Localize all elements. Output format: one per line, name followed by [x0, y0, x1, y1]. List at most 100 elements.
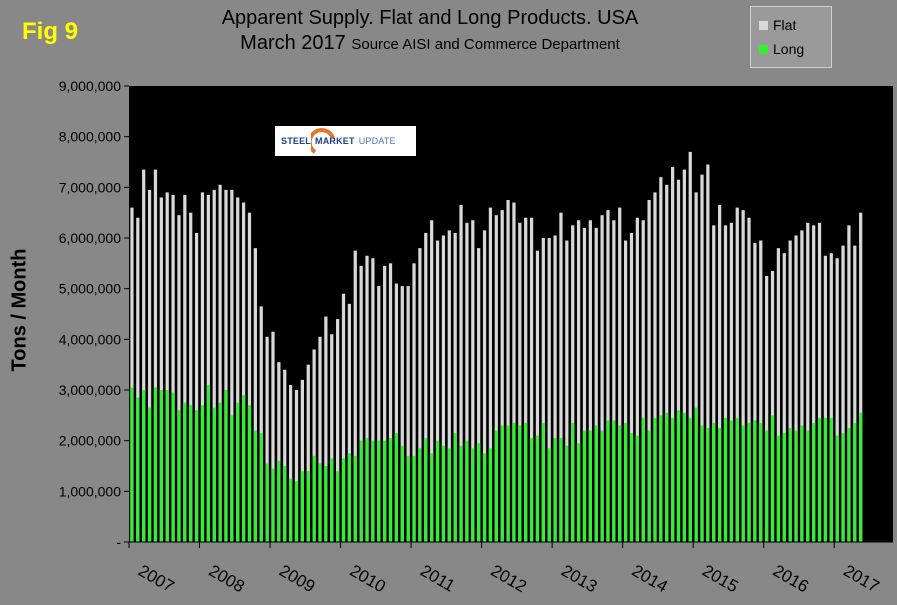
bar-flat	[494, 215, 498, 542]
bar-long	[665, 412, 669, 542]
bar-flat	[647, 200, 651, 542]
bar-flat	[441, 235, 446, 542]
bar-long	[747, 422, 751, 542]
bar-flat	[418, 248, 422, 542]
chart-legend: Flat Long	[750, 6, 832, 68]
bar-flat	[241, 202, 246, 543]
bar-long	[647, 430, 651, 542]
bar-long	[806, 430, 810, 542]
bar-flat	[371, 258, 375, 542]
bar-long	[794, 430, 798, 542]
bar-flat	[277, 362, 281, 542]
title-date: March 2017	[240, 32, 346, 54]
bar-flat	[547, 238, 551, 542]
bar-long	[236, 402, 240, 542]
bar-flat	[706, 164, 710, 543]
bar-long	[435, 440, 440, 542]
bar-flat	[159, 197, 163, 542]
logo-word-2: MARKET	[315, 136, 355, 146]
bar-flat	[424, 232, 428, 542]
legend-swatch-long	[759, 44, 768, 54]
bar-long	[477, 443, 481, 542]
bar-long	[324, 466, 328, 542]
bar-long	[706, 428, 710, 542]
logo-swoosh-icon	[311, 128, 335, 154]
bar-long	[353, 455, 357, 542]
bar-flat	[653, 192, 657, 542]
bar-long	[230, 415, 234, 542]
legend-label-flat: Flat	[773, 17, 797, 33]
bar-long	[424, 438, 428, 542]
bar-flat	[529, 217, 534, 542]
bar-flat	[183, 194, 187, 542]
bar-long	[782, 433, 786, 542]
bar-long	[770, 415, 775, 542]
bar-flat	[318, 336, 322, 542]
x-tick-label: 2016	[770, 561, 812, 596]
bar-long	[594, 425, 598, 542]
bar-flat	[518, 222, 522, 543]
bar-long	[571, 422, 575, 542]
legend-item-long: Long	[759, 37, 823, 61]
bar-long	[418, 448, 422, 542]
bar-long	[688, 417, 692, 542]
bar-long	[524, 422, 528, 542]
bar-flat	[594, 227, 598, 542]
bar-long	[465, 440, 469, 542]
steel-market-update-logo: STEEL MARKET UPDATE	[275, 126, 416, 156]
bar-long	[171, 392, 175, 542]
bar-long	[788, 428, 792, 542]
bar-long	[312, 455, 316, 542]
bar-flat	[330, 334, 334, 542]
bar-flat	[612, 220, 616, 542]
bar-long	[800, 425, 804, 542]
x-tick-label: 2013	[558, 561, 600, 596]
bar-flat	[676, 179, 681, 542]
bar-long	[130, 387, 134, 542]
bar-flat	[576, 220, 581, 542]
bar-long	[829, 417, 833, 542]
bar-flat	[600, 215, 604, 542]
x-tick-label: 2017	[840, 561, 882, 596]
bar-flat	[300, 379, 304, 542]
bar-flat	[200, 192, 205, 542]
bar-long	[383, 440, 387, 542]
bar-flat	[635, 217, 639, 542]
bar-flat	[347, 303, 352, 542]
bar-flat	[377, 286, 381, 542]
bar-flat	[177, 215, 181, 542]
bar-flat	[759, 240, 763, 543]
bar-long	[159, 390, 163, 542]
bar-long	[365, 438, 369, 542]
bar-long	[853, 422, 857, 542]
bar-long	[618, 425, 622, 542]
bar-long	[183, 402, 187, 542]
bar-flat	[430, 220, 434, 542]
bar-flat	[336, 319, 340, 542]
bar-long	[518, 425, 522, 542]
bar-flat	[247, 212, 252, 542]
bar-flat	[541, 238, 545, 542]
bar-flat	[324, 316, 328, 542]
bar-flat	[142, 169, 146, 542]
bar-flat	[753, 243, 757, 543]
bar-long	[400, 445, 404, 542]
bar-long	[189, 405, 193, 542]
bar-long	[670, 417, 675, 542]
bar-long	[612, 420, 616, 542]
bar-long	[447, 448, 451, 542]
bar-flat	[812, 225, 816, 543]
bar-long	[359, 440, 363, 542]
x-tick-label: 2012	[488, 561, 530, 596]
bar-long	[823, 417, 828, 542]
bar-flat	[571, 225, 575, 543]
bar-long	[341, 458, 346, 542]
bar-flat	[841, 245, 845, 542]
bar-long	[582, 430, 587, 542]
y-tick-label: 7,000,000	[59, 179, 121, 195]
bar-long	[300, 471, 304, 542]
bar-flat	[271, 331, 275, 542]
bar-flat	[265, 336, 269, 542]
bar-long	[347, 453, 352, 542]
bar-flat	[747, 217, 751, 542]
